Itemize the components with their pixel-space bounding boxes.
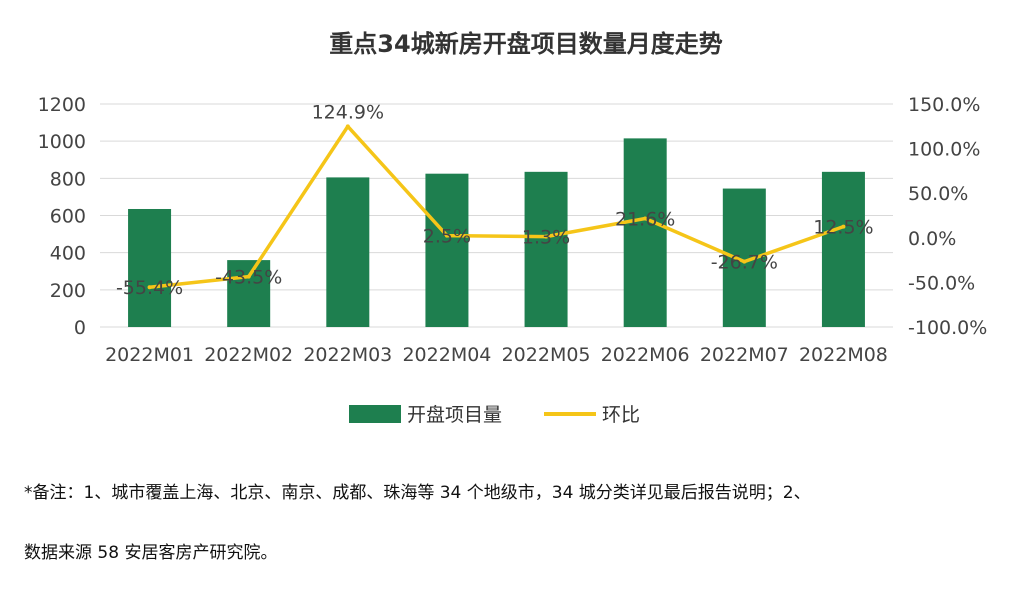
x-tick-label: 2022M04 [402,344,491,366]
line-series [147,124,846,290]
y-left-tick-label: 200 [50,280,86,302]
bar-series [128,138,865,327]
line-point [742,259,747,264]
x-tick-label: 2022M03 [303,344,392,366]
footnote-line-1: *备注：1、城市覆盖上海、北京、南京、成都、珠海等 34 个地级市，34 城分类… [24,483,811,503]
data-label: 1.3% [522,227,570,249]
bar [524,171,568,327]
bar [128,208,172,327]
y-right-tick-label: -50.0% [908,272,975,294]
y-right-tick-label: 50.0% [908,183,968,205]
legend-label-bar: 开盘项目量 [407,404,502,426]
x-tick-label: 2022M06 [601,344,690,366]
bar [227,260,271,327]
line-point [544,234,549,239]
y-right-tick-label: -100.0% [908,317,987,339]
data-label: -43.5% [215,267,282,289]
data-label: -26.7% [711,252,778,274]
data-label: 21.6% [615,209,675,231]
x-tick-label: 2022M08 [799,344,888,366]
x-tick-label: 2022M05 [502,344,591,366]
x-tick-label: 2022M01 [105,344,194,366]
x-tick-label: 2022M02 [204,344,293,366]
data-labels: -55.4% -43.5% 124.9% 2.5% 1.3% 21.6% -26.7% 12.… [116,101,874,299]
line-point [147,285,152,290]
line-point [444,233,449,238]
y-left-tick-label: 400 [50,243,86,265]
line-point [841,224,846,229]
line-point [246,274,251,279]
y-left-tick-label: 1200 [38,94,86,116]
y-right-tick-label: 150.0% [908,94,980,116]
legend-label-line: 环比 [602,404,640,426]
data-label: -55.4% [116,277,183,299]
footnote-line-2: 数据来源 58 安居客房产研究院。 [24,543,278,563]
line-point [643,216,648,221]
y-left-tick-label: 800 [50,168,86,190]
bar [821,171,865,327]
bar [623,138,667,327]
y-right-tick-label: 100.0% [908,139,980,161]
y-left-tick-label: 600 [50,206,86,228]
y-left-tick-label: 1000 [38,131,86,153]
bar [326,177,370,327]
bar [425,173,469,327]
data-label: 124.9% [312,101,384,123]
x-tick-label: 2022M07 [700,344,789,366]
axes: 0 200 400 600 800 1000 1200 -100.0% -50.0% 0.0% 50… [38,94,988,366]
y-left-tick-label: 0 [74,317,86,339]
legend-swatch-bar [349,405,401,423]
line-point [345,124,350,129]
chart-title: 重点34城新房开盘项目数量月度走势 [329,30,722,58]
y-right-tick-label: 0.0% [908,228,956,250]
legend: 开盘项目量 环比 [349,404,640,426]
data-label: 12.5% [813,217,873,239]
data-label: 2.5% [423,226,471,248]
gridlines [100,103,893,328]
line-path [149,124,845,289]
